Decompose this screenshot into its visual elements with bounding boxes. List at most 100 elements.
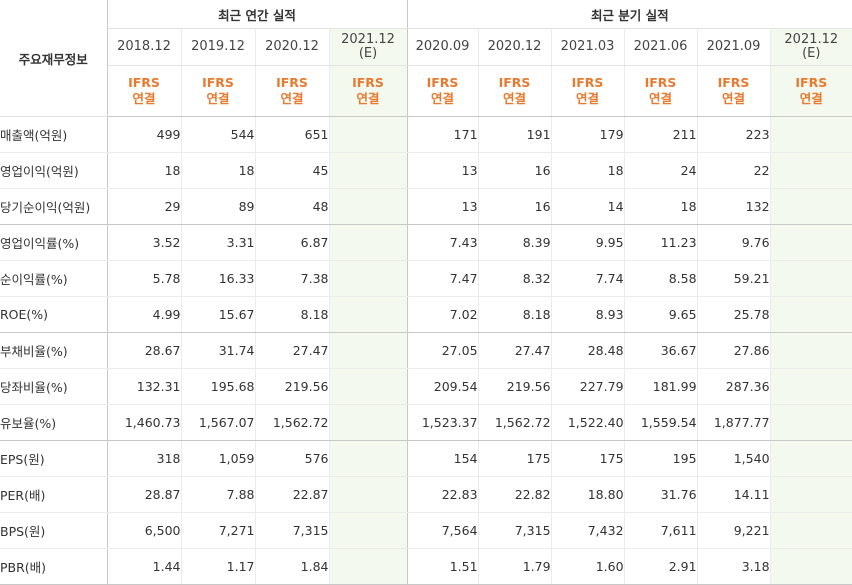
value-cell: 9.76 [696,224,771,261]
value-cell: 18 [623,188,698,225]
accounting-basis-cell: IFRS 연결 [623,65,698,117]
value-cell: 132.31 [107,368,181,405]
value-cell: 31.76 [623,476,698,513]
value-cell: 28.48 [550,332,625,369]
metric-label: 유보율(%) [0,404,108,441]
value-cell: 7,611 [623,512,698,549]
value-cell: 179 [550,116,625,153]
estimate-value-cell [328,512,408,549]
metric-label: 영업이익률(%) [0,224,108,261]
metric-label: 당좌비율(%) [0,368,108,405]
estimate-value-cell [769,404,852,441]
period-date: 2019.12 [191,39,245,54]
value-cell: 28.87 [107,476,181,513]
value-cell: 27.47 [254,332,329,369]
metric-label: 매출액(억원) [0,116,108,153]
value-cell: 13 [407,152,479,189]
value-cell: 25.78 [696,296,771,333]
estimate-value-cell [328,224,408,261]
value-cell: 175 [477,440,552,477]
ifrs-label: IFRS [644,75,677,90]
value-cell: 318 [107,440,181,477]
quarter-period-header: 2021.12 (E) [769,28,852,66]
estimate-value-cell [328,296,408,333]
estimate-value-cell [769,188,852,225]
period-date: 2020.12 [487,39,542,54]
value-cell: 1.79 [477,548,552,585]
annual-period-header: 2019.12 [180,28,255,66]
value-cell: 1,523.37 [407,404,479,441]
value-cell: 22.82 [477,476,552,513]
table-row: 당기순이익(억원) 29 89 48 13 16 14 18 132 [0,188,852,225]
annual-period-header: 2020.12 [254,28,329,66]
ifrs-label: IFRS [128,75,160,90]
annual-group-title: 최근 연간 실적 [107,0,408,29]
value-cell: 171 [407,116,479,153]
value-cell: 29 [107,188,181,225]
value-cell: 31.74 [180,332,255,369]
metric-label: 당기순이익(억원) [0,188,108,225]
accounting-basis-cell: IFRS 연결 [328,65,408,117]
value-cell: 89 [180,188,255,225]
value-cell: 3.18 [696,548,771,585]
value-cell: 1,522.40 [550,404,625,441]
table-row: 영업이익(억원) 18 18 45 13 16 18 24 22 [0,152,852,189]
value-cell: 211 [623,116,698,153]
accounting-basis-cell: IFRS 연결 [696,65,771,117]
consolidated-label: 연결 [280,91,304,106]
value-cell: 9.95 [550,224,625,261]
value-cell: 2.91 [623,548,698,585]
quarterly-group-title: 최근 분기 실적 [407,0,852,29]
annual-period-header: 2018.12 [107,28,181,66]
metric-label: 부채비율(%) [0,332,108,369]
value-cell: 28.67 [107,332,181,369]
value-cell: 36.67 [623,332,698,369]
value-cell: 14 [550,188,625,225]
estimate-value-cell [328,152,408,189]
table-row: 부채비율(%) 28.67 31.74 27.47 27.05 27.47 28.48 36.… [0,332,852,369]
table-row: ROE(%) 4.99 15.67 8.18 7.02 8.18 8.93 9.65 25.78 [0,296,852,333]
period-date: 2021.03 [560,39,615,54]
value-cell: 195.68 [180,368,255,405]
value-cell: 18 [107,152,181,189]
value-cell: 1,540 [696,440,771,477]
estimate-value-cell [769,512,852,549]
estimate-value-cell [328,368,408,405]
value-cell: 1.51 [407,548,479,585]
value-cell: 1,877.77 [696,404,771,441]
accounting-basis-row: IFRS 연결 IFRS 연결 IFRS 연결 IFRS 연결 IFRS 연결 IFRS 연결 IFRS… [0,65,852,117]
metric-label: 영업이익(억원) [0,152,108,189]
value-cell: 11.23 [623,224,698,261]
value-cell: 7,271 [180,512,255,549]
consolidated-label: 연결 [132,91,156,106]
value-cell: 132 [696,188,771,225]
value-cell: 3.31 [180,224,255,261]
value-cell: 9,221 [696,512,771,549]
accounting-basis-cell: IFRS 연결 [180,65,255,117]
value-cell: 651 [254,116,329,153]
value-cell: 27.47 [477,332,552,369]
consolidated-label: 연결 [722,91,746,106]
value-cell: 16.33 [180,260,255,297]
period-date: 2021.06 [633,39,688,54]
financial-rows: 매출액(억원) 499 544 651 171 191 179 211 223 영업이익(억원) 1… [0,116,852,585]
table-row: 매출액(억원) 499 544 651 171 191 179 211 223 [0,116,852,153]
value-cell: 13 [407,188,479,225]
value-cell: 175 [550,440,625,477]
estimate-value-cell [769,116,852,153]
estimate-value-cell [328,476,408,513]
value-cell: 154 [407,440,479,477]
estimate-marker: (E) [802,46,821,61]
value-cell: 7.47 [407,260,479,297]
estimate-value-cell [769,224,852,261]
table-row: 당좌비율(%) 132.31 195.68 219.56 209.54 219.56 227… [0,368,852,405]
value-cell: 7.88 [180,476,255,513]
value-cell: 7.38 [254,260,329,297]
ifrs-label: IFRS [352,75,384,90]
value-cell: 6,500 [107,512,181,549]
table-row: 순이익률(%) 5.78 16.33 7.38 7.47 8.32 7.74 8.58 59.2… [0,260,852,297]
consolidated-label: 연결 [649,91,673,106]
value-cell: 59.21 [696,260,771,297]
estimate-value-cell [769,548,852,585]
value-cell: 9.65 [623,296,698,333]
